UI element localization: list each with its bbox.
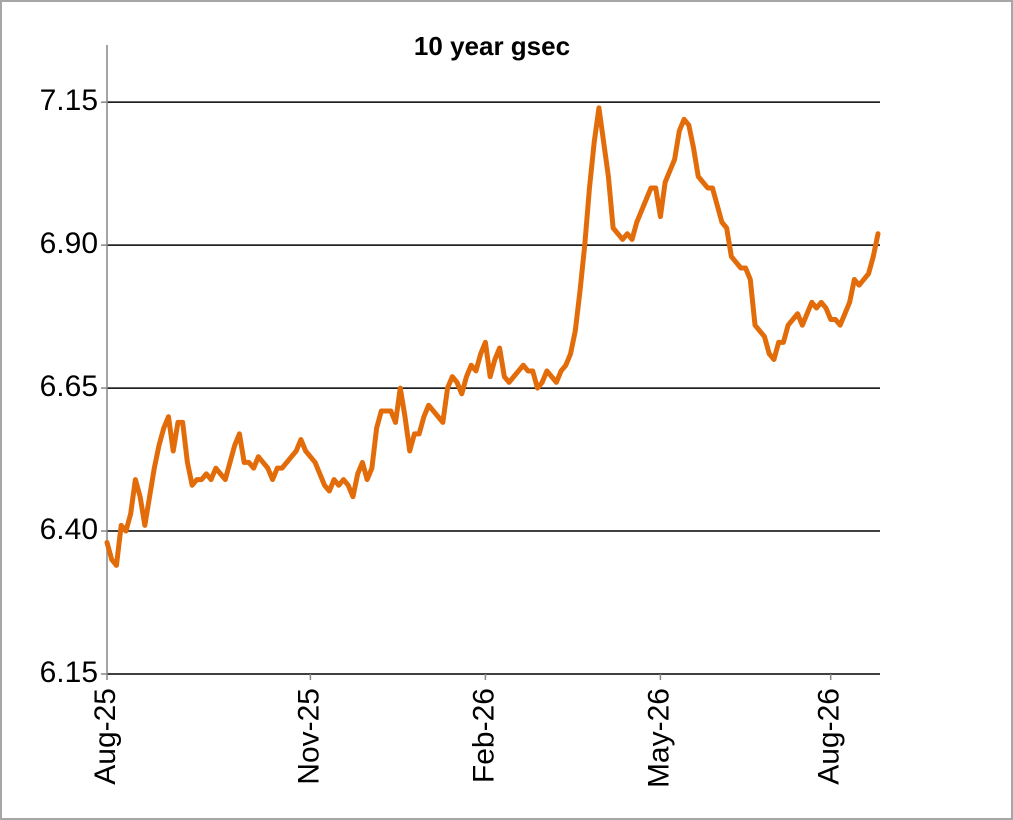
x-tick-label: Nov-25	[292, 688, 325, 785]
x-tick-label: May-26	[642, 688, 675, 788]
x-tick-label: Aug-25	[89, 688, 122, 785]
y-tick-label: 6.15	[40, 656, 98, 689]
y-tick-label: 6.90	[40, 227, 98, 260]
y-tick-label: 6.65	[40, 370, 98, 403]
data-line	[104, 105, 881, 568]
y-tick-label: 7.15	[40, 84, 98, 117]
y-tick-label: 6.40	[40, 513, 98, 546]
chart-title: 10 year gsec	[414, 31, 570, 61]
x-tick-label: Feb-26	[467, 688, 500, 783]
x-tick-label: Aug-26	[813, 688, 846, 785]
